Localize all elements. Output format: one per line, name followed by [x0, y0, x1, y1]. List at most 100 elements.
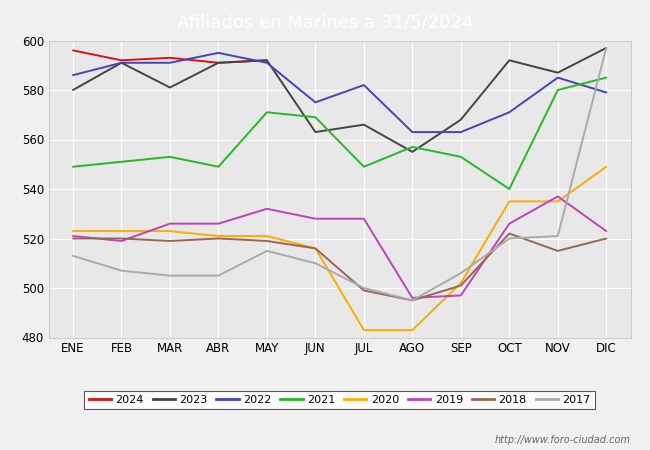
2019 — [554, 194, 562, 199]
2022 — [360, 82, 368, 88]
2018 — [214, 236, 222, 241]
2021 — [214, 164, 222, 169]
2023 — [554, 70, 562, 75]
2021 — [166, 154, 174, 160]
2020 — [311, 246, 319, 251]
2021 — [554, 87, 562, 93]
2020 — [457, 280, 465, 286]
2017 — [214, 273, 222, 278]
2017 — [69, 253, 77, 259]
Line: 2024: 2024 — [73, 50, 267, 63]
2019 — [408, 295, 416, 301]
Text: Afiliados en Marines a 31/5/2024: Afiliados en Marines a 31/5/2024 — [177, 14, 473, 32]
2023 — [360, 122, 368, 127]
2019 — [360, 216, 368, 221]
Line: 2019: 2019 — [73, 196, 606, 298]
2017 — [554, 233, 562, 238]
2018 — [166, 238, 174, 243]
2019 — [263, 206, 271, 211]
2020 — [263, 233, 271, 238]
2021 — [118, 159, 125, 164]
2017 — [603, 45, 610, 50]
2024 — [166, 55, 174, 61]
2024 — [263, 58, 271, 63]
2021 — [360, 164, 368, 169]
2019 — [214, 221, 222, 226]
2020 — [69, 229, 77, 234]
2024 — [69, 48, 77, 53]
2020 — [214, 233, 222, 238]
2023 — [214, 60, 222, 65]
2019 — [457, 292, 465, 298]
2019 — [118, 238, 125, 243]
2018 — [408, 298, 416, 303]
2022 — [118, 60, 125, 65]
2020 — [554, 199, 562, 204]
2023 — [311, 130, 319, 135]
2023 — [603, 45, 610, 50]
2023 — [69, 87, 77, 93]
2019 — [506, 221, 514, 226]
2021 — [69, 164, 77, 169]
2022 — [603, 90, 610, 95]
2020 — [360, 328, 368, 333]
2020 — [408, 328, 416, 333]
2018 — [554, 248, 562, 254]
2020 — [118, 229, 125, 234]
Line: 2017: 2017 — [73, 48, 606, 301]
2022 — [166, 60, 174, 65]
2018 — [603, 236, 610, 241]
2017 — [506, 236, 514, 241]
2021 — [263, 109, 271, 115]
2023 — [457, 117, 465, 122]
Text: http://www.foro-ciudad.com: http://www.foro-ciudad.com — [495, 435, 630, 445]
2020 — [506, 199, 514, 204]
2021 — [506, 186, 514, 192]
2024 — [214, 60, 222, 65]
Line: 2022: 2022 — [73, 53, 606, 132]
2021 — [603, 75, 610, 80]
2019 — [166, 221, 174, 226]
2019 — [311, 216, 319, 221]
Line: 2021: 2021 — [73, 77, 606, 189]
2021 — [457, 154, 465, 160]
2017 — [311, 261, 319, 266]
2018 — [457, 283, 465, 288]
Line: 2020: 2020 — [73, 166, 606, 330]
2023 — [506, 58, 514, 63]
2022 — [408, 130, 416, 135]
2020 — [166, 229, 174, 234]
2018 — [69, 236, 77, 241]
2023 — [166, 85, 174, 90]
2022 — [69, 72, 77, 78]
2017 — [263, 248, 271, 254]
2017 — [118, 268, 125, 273]
2022 — [554, 75, 562, 80]
2022 — [457, 130, 465, 135]
2019 — [603, 229, 610, 234]
2018 — [118, 236, 125, 241]
2021 — [311, 114, 319, 120]
2023 — [408, 149, 416, 155]
2017 — [457, 270, 465, 276]
2020 — [603, 164, 610, 169]
2023 — [263, 58, 271, 63]
2022 — [263, 60, 271, 65]
2023 — [118, 60, 125, 65]
2018 — [263, 238, 271, 243]
2018 — [506, 231, 514, 236]
2022 — [311, 100, 319, 105]
2022 — [506, 109, 514, 115]
2022 — [214, 50, 222, 56]
2018 — [360, 288, 368, 293]
2019 — [69, 233, 77, 238]
2024 — [118, 58, 125, 63]
2021 — [408, 144, 416, 149]
2017 — [408, 298, 416, 303]
2017 — [360, 285, 368, 291]
Line: 2018: 2018 — [73, 234, 606, 301]
Legend: 2024, 2023, 2022, 2021, 2020, 2019, 2018, 2017: 2024, 2023, 2022, 2021, 2020, 2019, 2018… — [84, 391, 595, 410]
2018 — [311, 246, 319, 251]
Line: 2023: 2023 — [73, 48, 606, 152]
2017 — [166, 273, 174, 278]
